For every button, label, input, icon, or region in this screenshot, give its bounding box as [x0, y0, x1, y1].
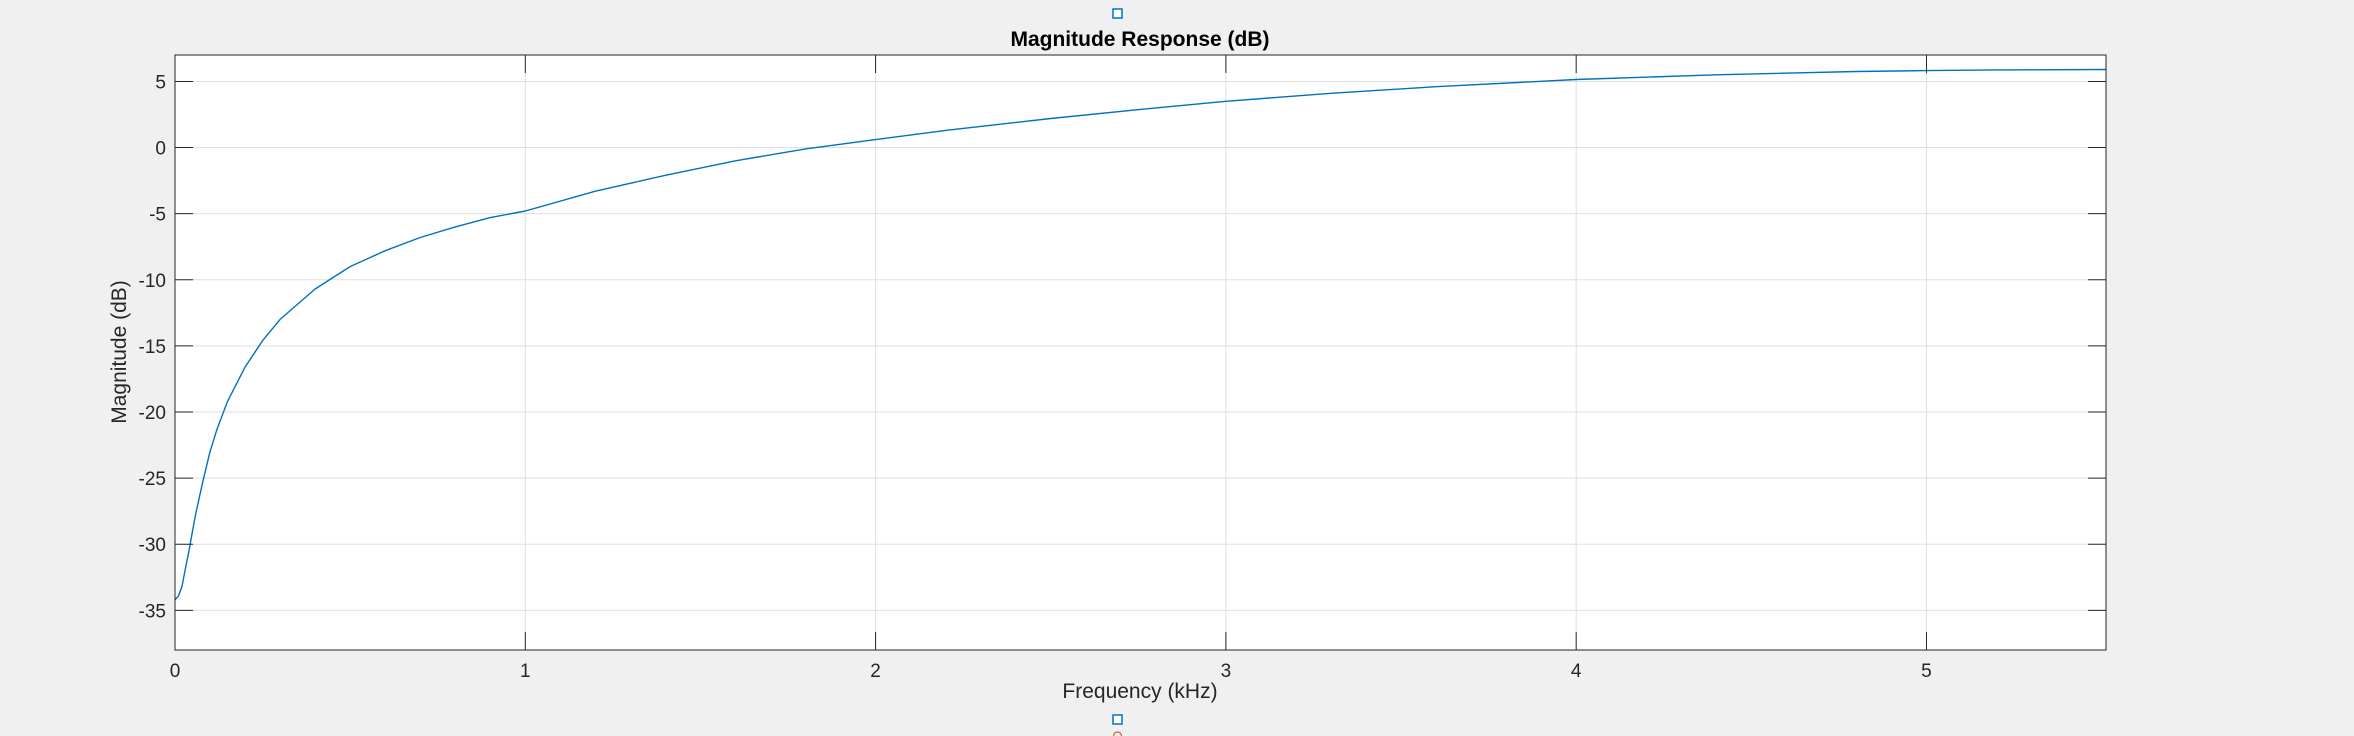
- y-tick-label: -20: [139, 403, 166, 424]
- axes-box: [174, 54, 2107, 651]
- x-axis-label: Frequency (kHz): [1062, 680, 1217, 703]
- x-tick-label: 0: [170, 661, 181, 682]
- plot-area[interactable]: [175, 55, 2106, 650]
- y-tick-label: -15: [139, 337, 166, 358]
- xlabel-edit-handle[interactable]: [1112, 714, 1123, 725]
- axis-ticks: [174, 55, 2106, 650]
- y-tick-label: -25: [139, 469, 166, 490]
- chart-title: Magnitude Response (dB): [1010, 28, 1269, 51]
- y-tick-label: -30: [139, 535, 166, 556]
- x-tick-label: 2: [870, 661, 881, 682]
- x-tick-label: 3: [1221, 661, 1232, 682]
- tick-labels: 0 1 2 3 4 5 5 0 -5 -10 -15 -20 -25 -30 -35: [139, 72, 1932, 682]
- y-axis-label: Magnitude (dB): [108, 280, 131, 424]
- data-series: [174, 68, 2107, 601]
- y-tick-label: -5: [149, 205, 166, 226]
- anchor-point-icon: [1112, 731, 1123, 736]
- x-tick-label: 4: [1571, 661, 1582, 682]
- y-tick-label: 5: [155, 72, 166, 93]
- y-tick-label: -10: [139, 271, 166, 292]
- x-tick-label: 1: [520, 661, 531, 682]
- magnitude-response-line: [174, 68, 2107, 601]
- title-edit-handle[interactable]: [1112, 8, 1123, 19]
- x-tick-label: 5: [1921, 661, 1932, 682]
- y-tick-label: -35: [139, 601, 166, 622]
- y-tick-label: 0: [155, 139, 166, 160]
- grid-lines: [175, 55, 2106, 650]
